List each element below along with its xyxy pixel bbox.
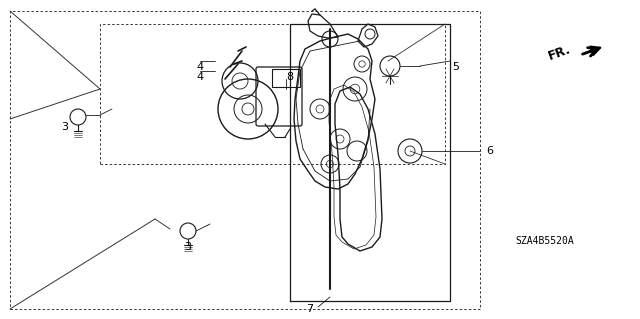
Text: 7: 7 [307, 304, 314, 314]
Text: 6: 6 [486, 146, 493, 156]
FancyArrowPatch shape [582, 47, 600, 55]
Text: 4: 4 [196, 72, 204, 82]
Text: 4: 4 [196, 62, 204, 72]
Text: 8: 8 [287, 72, 294, 82]
Text: SZA4B5520A: SZA4B5520A [516, 236, 574, 246]
Text: FR.: FR. [547, 43, 573, 63]
Text: 5: 5 [452, 62, 460, 72]
Text: 3: 3 [184, 242, 191, 252]
Text: 3: 3 [61, 122, 68, 132]
